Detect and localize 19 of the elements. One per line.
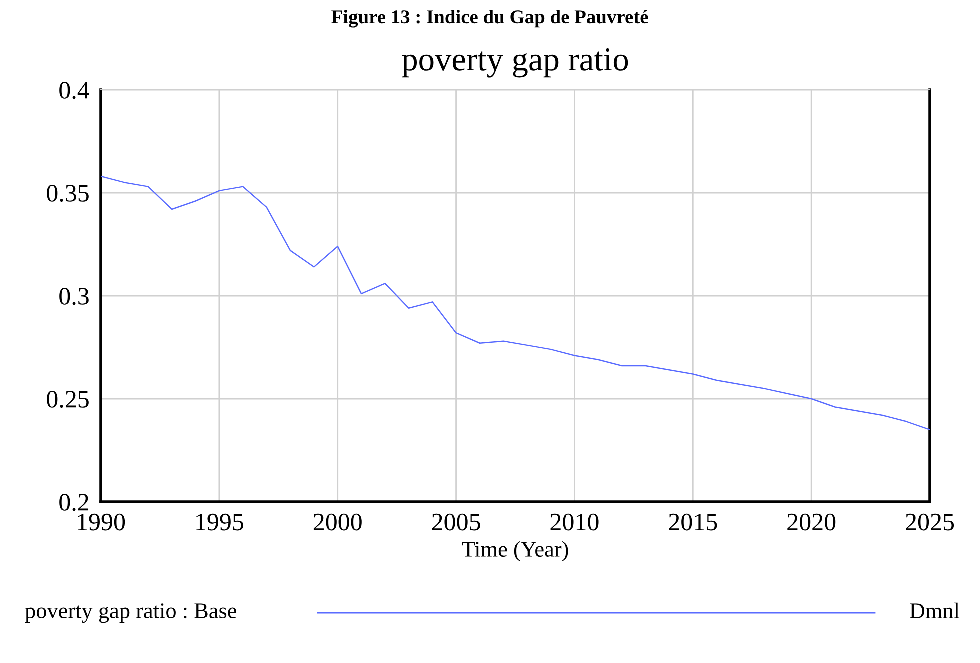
- y-tick-label: 0.2: [60, 494, 89, 512]
- x-tick-label: 2025: [906, 514, 954, 531]
- text: Dmnl: [910, 602, 960, 618]
- x-tick-label: 2010: [550, 514, 599, 531]
- chart-title: poverty gap ratio: [402, 48, 628, 78]
- x-tick-label: 2000: [314, 514, 362, 531]
- text: poverty gap ratio : Base: [25, 604, 237, 624]
- y-tick-label: 0.35: [47, 185, 89, 202]
- x-tick-label: 1995: [196, 514, 244, 531]
- caption: Figure 13 : Indice du Gap de Pauvreté: [332, 10, 648, 28]
- y-tick-label: 0.4: [60, 82, 90, 100]
- line-series: [101, 176, 930, 431]
- y-tick-label: 0.25: [47, 391, 89, 408]
- x-axis-title: Time (Year): [462, 541, 568, 562]
- x-tick-label: 1990: [78, 514, 126, 531]
- x-tick-label: 2005: [432, 514, 480, 531]
- y-tick-label: 0.3: [60, 288, 89, 306]
- x-tick-label: 2015: [669, 514, 718, 531]
- x-tick-label: 2020: [788, 514, 836, 531]
